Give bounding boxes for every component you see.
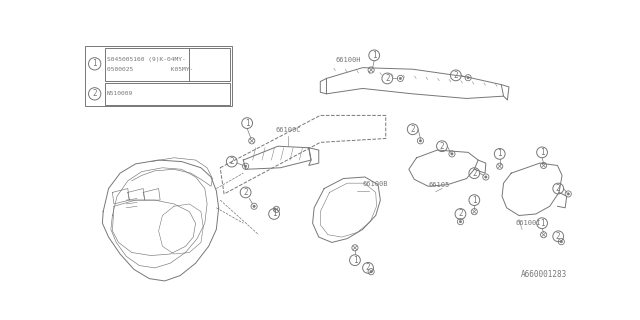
Text: 1: 1 <box>245 119 250 128</box>
Text: 1: 1 <box>92 59 97 68</box>
Text: 2: 2 <box>440 142 444 151</box>
Circle shape <box>253 205 255 207</box>
Circle shape <box>451 153 453 155</box>
Text: 2: 2 <box>229 157 234 166</box>
Text: 2: 2 <box>454 71 458 80</box>
Text: 1: 1 <box>540 148 545 157</box>
Circle shape <box>467 76 469 79</box>
Circle shape <box>460 220 461 223</box>
Circle shape <box>370 270 372 273</box>
Text: S045005160 (9)K-04MY-: S045005160 (9)K-04MY- <box>107 57 186 62</box>
Text: 1: 1 <box>272 210 276 219</box>
Text: A660001283: A660001283 <box>520 270 566 279</box>
Text: 66105: 66105 <box>428 182 449 188</box>
Text: 2: 2 <box>472 169 477 178</box>
Bar <box>86 46 232 106</box>
Circle shape <box>244 165 247 167</box>
Text: 2: 2 <box>556 184 561 193</box>
Text: 1: 1 <box>472 196 477 204</box>
Text: 1: 1 <box>372 51 376 60</box>
Text: 2: 2 <box>243 188 248 197</box>
Bar <box>105 48 230 81</box>
Text: 2: 2 <box>365 263 371 272</box>
Circle shape <box>484 176 487 178</box>
Text: 2: 2 <box>385 74 390 83</box>
Text: 1: 1 <box>497 149 502 158</box>
Text: 0500025          K05MY-: 0500025 K05MY- <box>107 68 193 72</box>
Circle shape <box>560 241 563 243</box>
Text: 66100H: 66100H <box>336 57 361 62</box>
Text: 1: 1 <box>540 219 545 228</box>
Text: 66100C: 66100C <box>275 127 301 133</box>
Text: 1: 1 <box>353 256 357 265</box>
Text: 2: 2 <box>92 89 97 98</box>
Circle shape <box>567 193 570 195</box>
Text: 66100I: 66100I <box>516 220 541 226</box>
Circle shape <box>419 140 422 142</box>
Text: 66100B: 66100B <box>363 181 388 187</box>
Text: N510009: N510009 <box>107 91 133 96</box>
Bar <box>105 83 230 105</box>
Circle shape <box>399 77 401 80</box>
Text: 2: 2 <box>556 232 561 241</box>
Text: 2: 2 <box>410 125 415 134</box>
Text: 2: 2 <box>458 210 463 219</box>
